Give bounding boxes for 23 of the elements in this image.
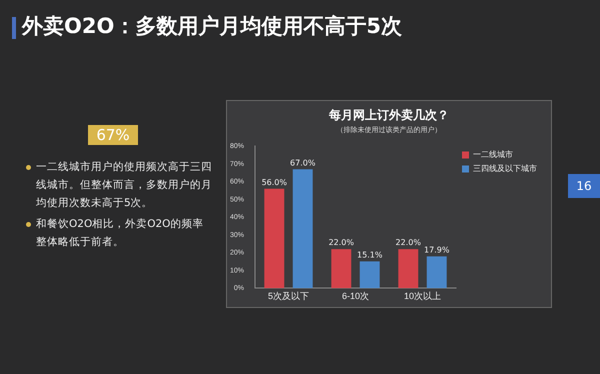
legend-label: 三四线及以下城市 — [473, 164, 537, 174]
data-label: 67.0% — [290, 158, 316, 168]
x-tick-label: 6-10次 — [342, 291, 370, 302]
bar — [398, 249, 418, 288]
data-label: 56.0% — [262, 178, 288, 187]
data-label: 17.9% — [424, 246, 450, 255]
text: 16 — [568, 174, 600, 198]
x-tick-label: 10次以上 — [404, 291, 442, 302]
data-label: 15.1% — [357, 250, 383, 260]
legend-label: 一二线城市 — [473, 150, 513, 160]
x-tick-label: 5次及以下 — [268, 291, 310, 302]
text: 67% — [88, 125, 138, 145]
data-label: 22.0% — [396, 238, 422, 248]
bar — [426, 256, 447, 288]
bar — [264, 188, 284, 288]
bar — [292, 169, 313, 288]
text: 和餐饮O2O相比，外卖O2O的频率整体略低于前者。 — [36, 217, 204, 250]
text: 一二线城市用户的使用频次高于三四线城市。但整体而言，多数用户的月均使用次数未高于5次。 — [36, 160, 212, 211]
bar — [331, 249, 352, 288]
data-label: 22.0% — [328, 238, 354, 248]
chart-subtitle: 每月网上订外卖几次？ — [328, 107, 450, 124]
bar — [360, 261, 380, 288]
chart-title: 外卖O2O：多数用户月均使用不高于5次 — [22, 13, 402, 40]
